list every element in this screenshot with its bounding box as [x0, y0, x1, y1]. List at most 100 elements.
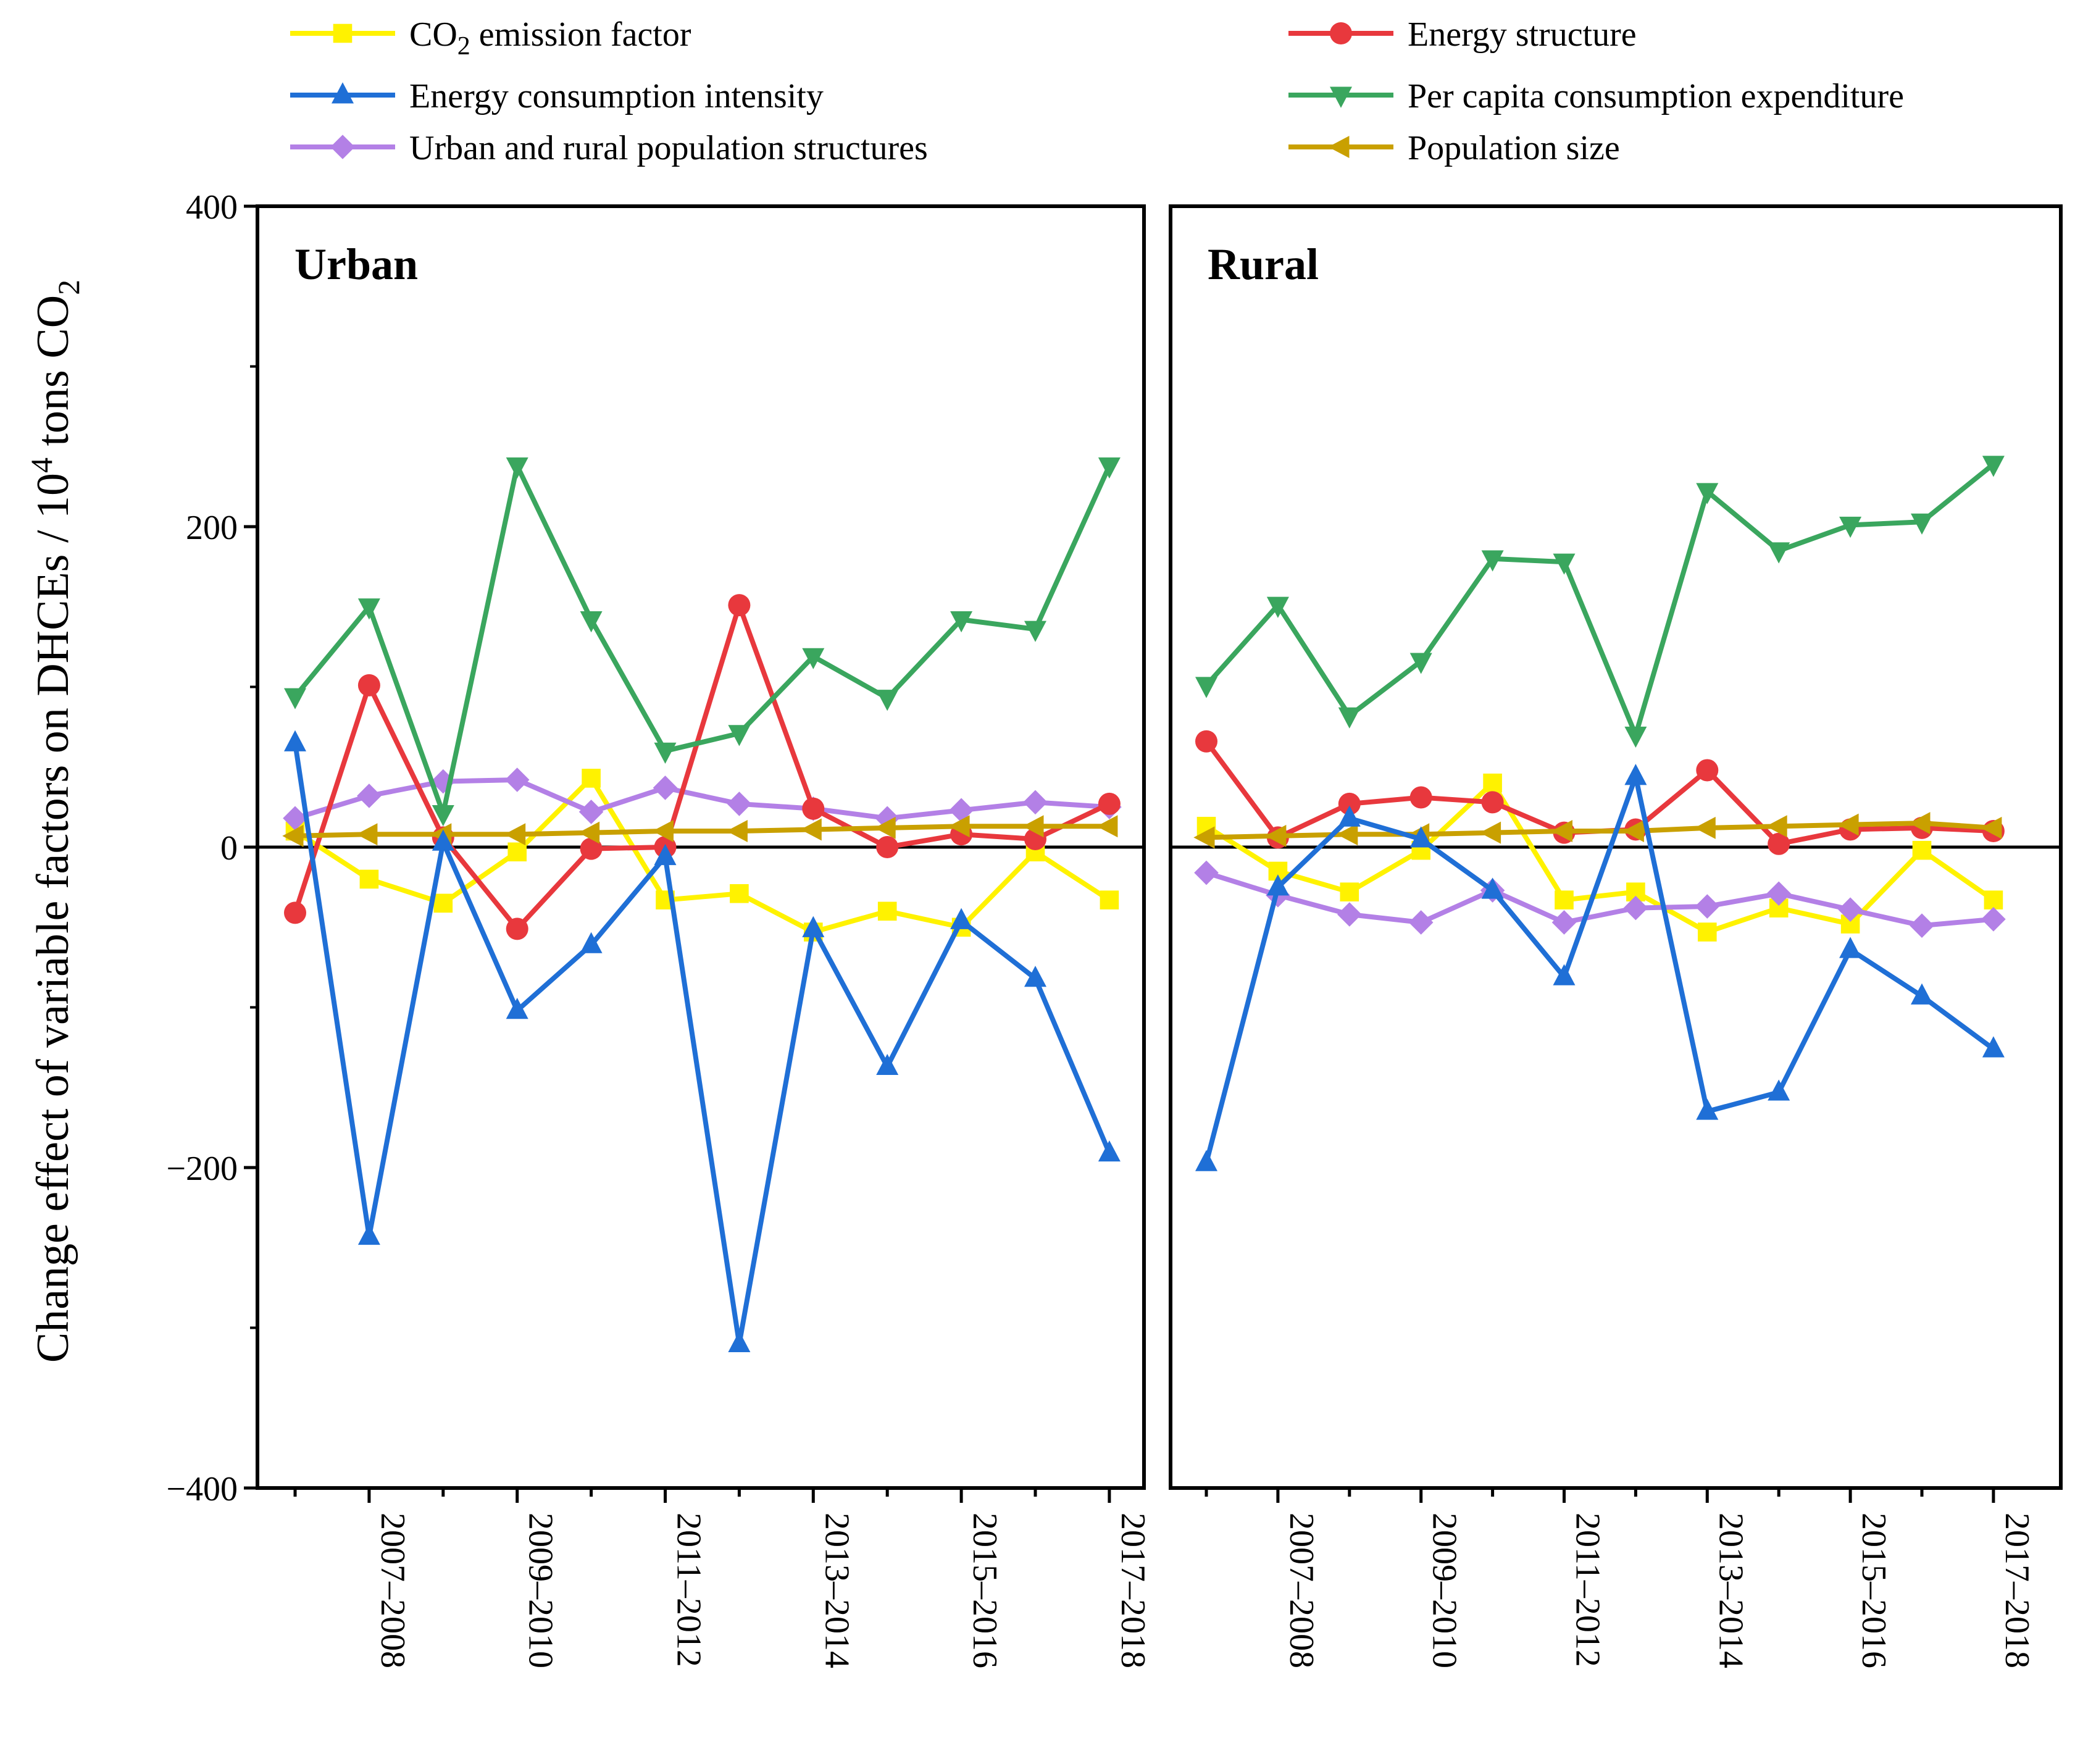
y-axis-label-prefix: Change effect of variable factors on DHC… [28, 473, 78, 1363]
series-line [1205, 870, 1994, 929]
y-tick-label: 0 [220, 829, 238, 867]
data-point [1551, 820, 1572, 843]
data-point [1982, 1036, 2005, 1058]
data-point [1695, 894, 1720, 919]
data-point [1768, 1079, 1790, 1101]
legend-marker [333, 23, 353, 43]
data-point [1195, 1150, 1217, 1171]
data-point [580, 932, 603, 953]
data-point [1911, 983, 1933, 1005]
legend-item-co2: CO2 emission factor [290, 15, 691, 61]
x-tick-label: 2009–2010 [522, 1513, 560, 1668]
data-point [1768, 832, 1790, 855]
data-point [504, 823, 526, 846]
series-pce-urban [284, 457, 1121, 827]
legend-label: Population size [1408, 129, 1620, 167]
legend-label: Energy consumption intensity [409, 77, 824, 115]
x-tick-label: 2017–2018 [1114, 1513, 1152, 1668]
data-point [1337, 902, 1362, 927]
data-point [432, 829, 454, 851]
data-point [1623, 895, 1648, 921]
data-point [1837, 813, 1859, 836]
data-point [1409, 786, 1432, 809]
data-point [1024, 966, 1046, 987]
data-point [876, 836, 899, 858]
data-point [356, 823, 378, 846]
data-point [504, 767, 530, 792]
y-tick-label: −400 [166, 1470, 238, 1508]
data-point [357, 784, 382, 808]
data-point [582, 769, 601, 788]
data-point [282, 824, 304, 847]
data-point [1338, 805, 1361, 827]
data-point [1100, 890, 1119, 909]
data-point [1265, 824, 1287, 847]
data-point [1340, 882, 1359, 901]
data-point [802, 916, 825, 937]
y-axis-label-sup: 4 [24, 458, 59, 473]
series-ps-urban [282, 815, 1118, 847]
data-point [1912, 840, 1932, 860]
series-line [1205, 462, 1995, 738]
series-line [1204, 774, 1995, 1164]
data-point [1483, 773, 1502, 793]
panel-title-rural: Rural [1208, 240, 1319, 289]
data-point [730, 884, 749, 903]
data-point [652, 820, 674, 843]
data-point [1479, 821, 1501, 844]
x-tick-label: 2013–2014 [817, 1513, 856, 1668]
legend-label: Per capita consumption expenditure [1408, 77, 1904, 115]
legend-item-urps: Urban and rural population structures [290, 129, 928, 167]
data-point [1195, 730, 1217, 753]
x-tick-label: 2015–2016 [966, 1513, 1004, 1668]
x-tick-label: 2007–2008 [374, 1513, 412, 1668]
data-point [1838, 897, 1863, 922]
data-point [283, 806, 307, 831]
data-point [506, 918, 528, 940]
data-point [433, 893, 453, 913]
data-point [1839, 937, 1862, 958]
data-point [727, 792, 752, 816]
data-point [1768, 542, 1790, 564]
y-tick-label: −200 [166, 1150, 238, 1188]
data-point [1337, 823, 1358, 846]
legend-marker [332, 82, 354, 104]
data-point [1696, 483, 1719, 504]
series-line [293, 742, 1112, 1347]
data-point [284, 730, 306, 751]
series-eci-rural [1195, 764, 2005, 1171]
data-point [802, 648, 825, 669]
data-point [580, 611, 603, 633]
x-tick-label: 2011–2012 [670, 1513, 708, 1667]
data-point [1551, 910, 1577, 935]
panel-urban: Urban 400 200 0 −200 −400 2007–2008 2009–2010 20… [166, 188, 1151, 1668]
data-point [1553, 964, 1576, 985]
data-point [357, 674, 380, 696]
data-point [506, 457, 528, 479]
y-axis-label: Change effect of variable factors on DHC… [24, 280, 86, 1363]
data-point [1839, 516, 1862, 538]
data-point [1481, 550, 1504, 572]
data-point [1193, 826, 1215, 849]
data-point [1984, 890, 2003, 909]
data-point [1624, 726, 1647, 748]
data-point [800, 818, 822, 841]
data-point [357, 1223, 380, 1245]
data-point [1696, 759, 1719, 782]
legend-marker [1330, 86, 1352, 108]
data-point [1266, 596, 1289, 618]
panels: Urban 400 200 0 −200 −400 2007–2008 2009–2010 20… [166, 188, 2063, 1668]
x-tick-label: 2009–2010 [1426, 1513, 1464, 1668]
data-point [950, 611, 973, 633]
data-point [1195, 677, 1217, 698]
legend-marker [330, 135, 355, 159]
panel-rural: Rural 2007–2008 2009–2010 2011–2012 2013–201… [1169, 204, 2063, 1668]
series-urps-urban [283, 767, 1122, 831]
data-point [728, 725, 751, 746]
data-point [1266, 874, 1289, 896]
legend-item-pce: Per capita consumption expenditure [1288, 77, 1904, 115]
data-point [876, 690, 899, 711]
data-point [1910, 913, 1934, 938]
